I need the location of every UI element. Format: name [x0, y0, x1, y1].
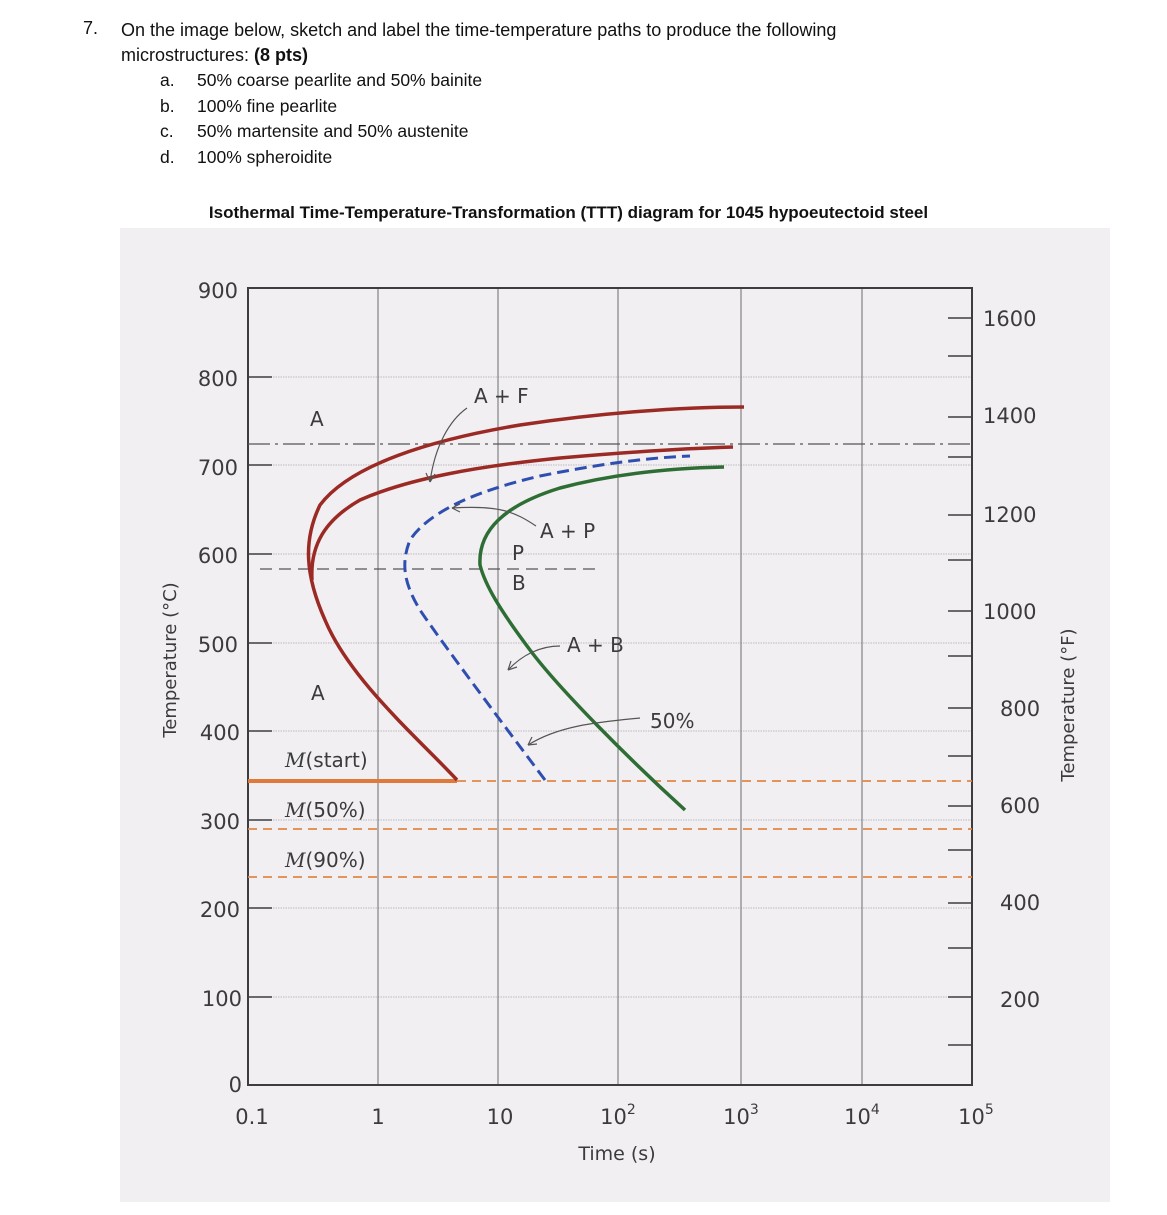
- fifty-percent-curve: [403, 454, 691, 781]
- x-tick-labels: 0.1 1 10 102 103 104 105: [235, 1102, 994, 1129]
- svg-text:400: 400: [200, 721, 240, 745]
- label-a-plus-f: A + F: [474, 384, 529, 408]
- item-b: b. 100% fine pearlite: [160, 95, 338, 116]
- scanned-figure-background: [120, 228, 1110, 1202]
- points: (8 pts): [254, 45, 309, 65]
- svg-text:102: 102: [600, 1102, 636, 1129]
- question-items: a. 50% coarse pearlite and 50% bainite b.…: [160, 68, 482, 170]
- svg-text:1000: 1000: [983, 600, 1036, 624]
- question-text: On the image below, sketch and label the…: [121, 20, 837, 65]
- label-a-plus-p: A + P: [540, 519, 595, 543]
- label-austenite-top: A: [310, 407, 324, 431]
- question-block: 7. On the image below, sketch and label …: [0, 0, 1167, 200]
- y2-tick-labels: 1600 1400 1200 1000 800 600 400 200: [983, 307, 1040, 1012]
- svg-text:1200: 1200: [983, 503, 1036, 527]
- svg-text:1400: 1400: [983, 404, 1036, 428]
- svg-text:800: 800: [198, 367, 238, 391]
- svg-text:200: 200: [1000, 988, 1040, 1012]
- label-m-50: M(50%): [284, 798, 366, 822]
- svg-text:700: 700: [198, 456, 238, 480]
- region-labels: A A + F A + P P B A + B A 50%: [310, 384, 694, 733]
- svg-text:900: 900: [198, 279, 238, 303]
- question-number: 7.: [83, 18, 99, 38]
- svg-text:10: 10: [487, 1105, 514, 1129]
- label-austenite-low: A: [311, 681, 325, 705]
- y-axis-label: Temperature (°C): [160, 582, 181, 738]
- svg-text:0: 0: [229, 1073, 242, 1097]
- svg-text:200: 200: [200, 898, 240, 922]
- label-50-percent: 50%: [650, 709, 694, 733]
- x-axis-label: Time (s): [577, 1143, 655, 1165]
- svg-text:600: 600: [198, 544, 238, 568]
- label-m-90: M(90%): [284, 848, 366, 872]
- label-a-plus-b: A + B: [567, 633, 624, 657]
- svg-text:500: 500: [198, 633, 238, 657]
- figure-title: Isothermal Time-Temperature-Transformati…: [208, 203, 929, 222]
- svg-text:300: 300: [200, 810, 240, 834]
- martensite-labels: M(start) M(50%) M(90%): [284, 748, 368, 872]
- label-m-start: M(start): [284, 748, 368, 772]
- annotation-arrows: [425, 407, 641, 746]
- y-ticks: [248, 376, 272, 998]
- svg-text:104: 104: [844, 1102, 880, 1129]
- item-a: a. 50% coarse pearlite and 50% bainite: [160, 70, 483, 90]
- item-c: c. 50% martensite and 50% austenite: [160, 121, 469, 141]
- y2-ticks: [948, 317, 972, 1046]
- svg-text:100: 100: [202, 987, 242, 1011]
- svg-text:800: 800: [1000, 697, 1040, 721]
- transformation-complete-curve: [478, 465, 725, 812]
- svg-text:1600: 1600: [983, 307, 1036, 331]
- svg-text:105: 105: [958, 1102, 994, 1129]
- svg-text:0.1: 0.1: [235, 1105, 268, 1129]
- decade-lines: [377, 288, 863, 1085]
- grid: [248, 376, 972, 998]
- y2-axis-label: Temperature (°F): [1058, 628, 1079, 782]
- item-d: d. 100% spheroidite: [160, 146, 333, 167]
- svg-text:103: 103: [723, 1102, 759, 1129]
- pearlite-start-curve: [310, 445, 734, 581]
- svg-text:400: 400: [1000, 891, 1040, 915]
- ferrite-start-curve: [306, 405, 745, 782]
- y-tick-labels: 900 800 700 600 500 400 300 200 100 0: [198, 279, 242, 1097]
- plot-frame: [247, 287, 973, 1086]
- svg-text:1: 1: [371, 1105, 384, 1129]
- label-p: P: [512, 541, 524, 565]
- label-b: B: [512, 571, 526, 595]
- svg-text:600: 600: [1000, 794, 1040, 818]
